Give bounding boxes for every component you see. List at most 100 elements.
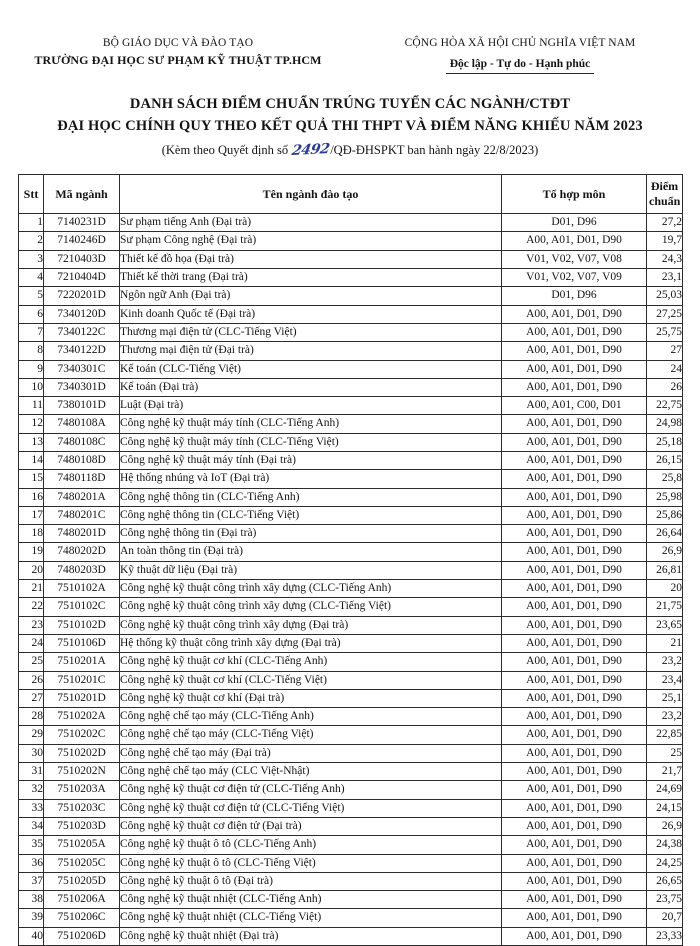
cell-major-code: 7510203A bbox=[43, 780, 120, 800]
cell-major-code: 7510202D bbox=[43, 743, 120, 764]
cell-score: 19,7 bbox=[646, 231, 683, 251]
table-row: 25 7510201A Công nghệ kỹ thuật cơ khí (CLC… bbox=[18, 652, 683, 672]
table-row: 36 7510205C Công nghệ kỹ thuật ô tô (CLC-T… bbox=[18, 853, 683, 873]
cell-major-name: Công nghệ kỹ thuật công trình xây dựng (… bbox=[119, 579, 502, 599]
cell-subjects: A00, A01, D01, D90 bbox=[501, 505, 647, 526]
cell-major-name: Công nghệ kỹ thuật máy tính (CLC-Tiếng A… bbox=[119, 414, 502, 434]
admission-scores-table: Stt Mã ngành Tên ngành đào tạo Tổ hợp mô… bbox=[18, 174, 683, 946]
cell-stt: 25 bbox=[18, 652, 44, 672]
cell-subjects: A00, A01, D01, D90 bbox=[501, 377, 647, 398]
column-header-subject-combination: Tổ hợp môn bbox=[501, 174, 647, 215]
cell-subjects: D01, D96 bbox=[501, 213, 647, 233]
cell-major-code: 7480201A bbox=[43, 487, 120, 507]
table-row: 24 7510106D Hệ thống kỹ thuật công trình x… bbox=[18, 633, 683, 654]
cell-subjects: A00, A01, D01, D90 bbox=[501, 816, 647, 837]
table-row: 12 7480108A Công nghệ kỹ thuật máy tính (C… bbox=[18, 414, 683, 434]
cell-stt: 17 bbox=[18, 505, 44, 526]
cell-major-code: 7510206C bbox=[43, 908, 120, 928]
cell-major-name: Công nghệ chế tạo máy (CLC-Tiếng Anh) bbox=[119, 707, 502, 727]
table-row: 26 7510201C Công nghệ kỹ thuật cơ khí (CLC… bbox=[18, 670, 683, 690]
cell-major-code: 7140246D bbox=[43, 231, 120, 251]
cell-stt: 31 bbox=[18, 762, 44, 782]
cell-stt: 28 bbox=[18, 707, 44, 727]
cell-major-code: 7140231D bbox=[43, 213, 120, 233]
document-title-line2: ĐẠI HỌC CHÍNH QUY THEO KẾT QUẢ THI THPT … bbox=[57, 117, 643, 134]
cell-major-name: Công nghệ kỹ thuật cơ điện tử (CLC-Tiếng… bbox=[119, 798, 502, 818]
table-row: 6 7340120D Kinh doanh Quốc tế (Đại trà) A00… bbox=[18, 304, 683, 324]
cell-subjects: A00, A01, D01, D90 bbox=[501, 560, 647, 581]
cell-major-name: Công nghệ kỹ thuật nhiệt (Đại trà) bbox=[119, 926, 502, 946]
cell-major-code: 7480118D bbox=[43, 469, 120, 489]
cell-subjects: D01, D96 bbox=[501, 286, 647, 306]
table-body: 1 7140231D Sư phạm tiếng Anh (Đại trà) D01,… bbox=[18, 213, 683, 946]
cell-subjects: A00, A01, D01, D90 bbox=[501, 487, 647, 507]
table-row: 14 7480108D Công nghệ kỹ thuật máy tính (Đ… bbox=[18, 450, 683, 471]
column-header-stt: Stt bbox=[18, 174, 44, 215]
cell-score: 21 bbox=[646, 633, 683, 654]
cell-major-code: 7220201D bbox=[43, 286, 120, 306]
cell-major-code: 7480108C bbox=[43, 432, 120, 452]
table-row: 29 7510202C Công nghệ chế tạo máy (CLC-Tiế… bbox=[18, 725, 683, 745]
table-row: 17 7480201C Công nghệ thông tin (CLC-Tiếng… bbox=[18, 505, 683, 526]
cell-major-code: 7510205A bbox=[43, 835, 120, 855]
cell-score: 24,3 bbox=[646, 249, 683, 270]
cell-subjects: A00, A01, D01, D90 bbox=[501, 780, 647, 800]
cell-score: 23,2 bbox=[646, 707, 683, 727]
cell-stt: 30 bbox=[18, 743, 44, 764]
table-row: 37 7510205D Công nghệ kỹ thuật ô tô (Đại t… bbox=[18, 871, 683, 892]
cell-score: 23,2 bbox=[646, 652, 683, 672]
table-row: 31 7510202N Công nghệ chế tạo máy (CLC Việ… bbox=[18, 762, 683, 782]
cell-subjects: A00, A01, D01, D90 bbox=[501, 359, 647, 379]
cell-major-code: 7340120D bbox=[43, 304, 120, 324]
column-header-benchmark-score: Điểm chuẩn bbox=[646, 174, 683, 215]
cell-subjects: A00, A01, D01, D90 bbox=[501, 579, 647, 599]
cell-major-name: Kế toán (Đại trà) bbox=[119, 377, 502, 398]
cell-major-name: Công nghệ kỹ thuật nhiệt (CLC-Tiếng Anh) bbox=[119, 890, 502, 910]
cell-score: 23,65 bbox=[646, 615, 683, 635]
title-block: DANH SÁCH ĐIỂM CHUẨN TRÚNG TUYỂN CÁC NGÀ… bbox=[0, 94, 700, 160]
cell-subjects: A00, A01, D01, D90 bbox=[501, 469, 647, 489]
table-row: 15 7480118D Hệ thống nhúng và IoT (Đại trà… bbox=[18, 469, 683, 489]
cell-major-name: Hệ thống nhúng và IoT (Đại trà) bbox=[119, 469, 502, 489]
cell-subjects: V01, V02, V07, V08 bbox=[501, 249, 647, 270]
cell-score: 20 bbox=[646, 579, 683, 599]
table-row: 4 7210404D Thiết kế thời trang (Đại trà) V0… bbox=[18, 268, 683, 288]
cell-major-name: Công nghệ thông tin (Đại trà) bbox=[119, 524, 502, 544]
cell-stt: 38 bbox=[18, 890, 44, 910]
cell-stt: 26 bbox=[18, 670, 44, 690]
cell-score: 23,75 bbox=[646, 890, 683, 910]
letterhead-left: BỘ GIÁO DỤC VÀ ĐÀO TẠO TRƯỜNG ĐẠI HỌC SƯ… bbox=[8, 36, 348, 74]
cell-major-code: 7510102D bbox=[43, 615, 120, 635]
cell-stt: 37 bbox=[18, 871, 44, 892]
cell-major-code: 7340122C bbox=[43, 322, 120, 343]
cell-major-name: Công nghệ kỹ thuật cơ điện tử (CLC-Tiếng… bbox=[119, 780, 502, 800]
table-row: 8 7340122D Thương mại điện tử (Đại trà) A00… bbox=[18, 341, 683, 361]
cell-subjects: A00, A01, D01, D90 bbox=[501, 926, 647, 946]
table-row: 13 7480108C Công nghệ kỹ thuật máy tính (C… bbox=[18, 432, 683, 452]
cell-major-code: 7480108D bbox=[43, 450, 120, 471]
table-row: 32 7510203A Công nghệ kỹ thuật cơ điện tử … bbox=[18, 780, 683, 800]
cell-score: 25,8 bbox=[646, 469, 683, 489]
cell-score: 23,4 bbox=[646, 670, 683, 690]
cell-major-code: 7510205D bbox=[43, 871, 120, 892]
cell-stt: 14 bbox=[18, 450, 44, 471]
cell-subjects: A00, A01, D01, D90 bbox=[501, 652, 647, 672]
cell-subjects: A00, A01, D01, D90 bbox=[501, 542, 647, 562]
cell-major-name: Công nghệ thông tin (CLC-Tiếng Việt) bbox=[119, 505, 502, 526]
table-row: 28 7510202A Công nghệ chế tạo máy (CLC-Tiế… bbox=[18, 707, 683, 727]
cell-stt: 11 bbox=[18, 396, 44, 416]
cell-major-name: Thương mại điện tử (CLC-Tiếng Việt) bbox=[119, 322, 502, 343]
national-motto: Độc lập - Tự do - Hạnh phúc bbox=[445, 57, 595, 75]
cell-score: 24 bbox=[646, 359, 683, 379]
cell-major-name: Sư phạm Công nghệ (Đại trà) bbox=[119, 231, 502, 251]
cell-major-name: Công nghệ kỹ thuật máy tính (CLC-Tiếng V… bbox=[119, 432, 502, 452]
cell-stt: 27 bbox=[18, 688, 44, 709]
cell-score: 26,64 bbox=[646, 524, 683, 544]
cell-score: 24,38 bbox=[646, 835, 683, 855]
cell-score: 25,75 bbox=[646, 322, 683, 343]
cell-stt: 2 bbox=[18, 231, 44, 251]
cell-subjects: A00, A01, D01, D90 bbox=[501, 524, 647, 544]
cell-score: 26,9 bbox=[646, 816, 683, 837]
cell-score: 25,03 bbox=[646, 286, 683, 306]
cell-score: 27,2 bbox=[646, 213, 683, 233]
